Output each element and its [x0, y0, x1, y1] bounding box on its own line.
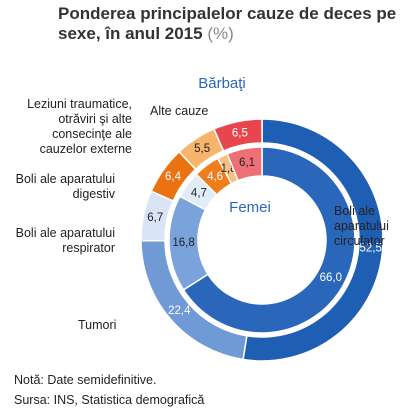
value-label: 5,5: [194, 143, 210, 155]
value-label: 6,1: [239, 157, 255, 169]
note: Notă: Date semidefinitive.: [14, 373, 157, 387]
category-label: Boli ale aparatului circulator: [334, 204, 389, 248]
source: Sursa: INS, Statistica demografică: [14, 393, 205, 407]
category-label: Alte cauze: [150, 104, 209, 118]
category-label: Boli ale aparatului digestiv: [15, 172, 115, 201]
series-name: Femei: [229, 199, 271, 216]
value-label: 22,4: [168, 305, 191, 317]
category-label: Leziuni traumatice, otrăviri şi alte con…: [27, 97, 132, 156]
value-label: 6,7: [147, 212, 163, 224]
series-name: Bărbaţi: [198, 75, 246, 92]
chart-title: Ponderea principalelor cauze de deces pe…: [58, 4, 397, 43]
value-label: 4,6: [207, 171, 223, 183]
value-label: 6,4: [165, 171, 182, 183]
donut-segment: [242, 118, 384, 362]
value-label: 16,8: [172, 237, 194, 249]
donut-segment: [226, 146, 263, 182]
donut-segment: [182, 146, 356, 334]
value-label: 4,7: [191, 187, 207, 199]
donut-segment: [212, 118, 263, 152]
value-label: 6,5: [232, 127, 248, 139]
category-label: Tumori: [78, 318, 117, 332]
chart-title-block: Ponderea principalelor cauze de deces pe…: [58, 4, 408, 44]
unit-label: (%): [207, 24, 234, 43]
value-label: 52,5: [359, 243, 381, 255]
category-label: Boli ale aparatului respirator: [15, 226, 115, 255]
value-label: 66,0: [320, 272, 342, 284]
